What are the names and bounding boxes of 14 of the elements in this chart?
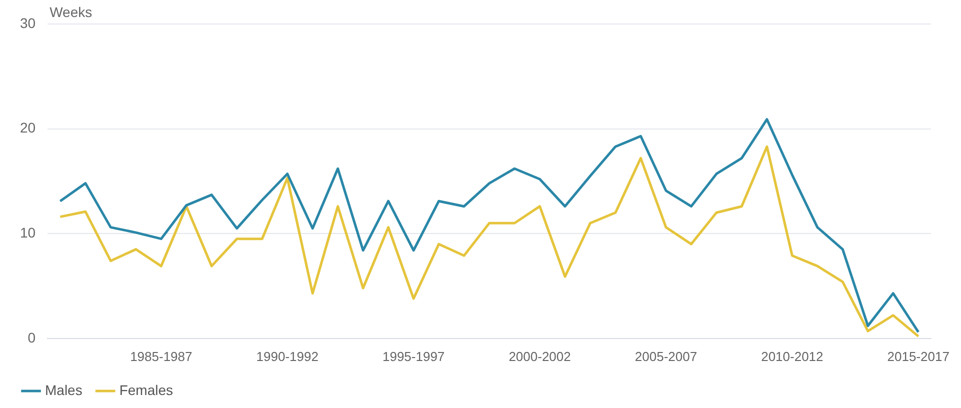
x-tick-label: 2015-2017 <box>887 348 950 364</box>
x-tick-label: 2010-2012 <box>761 348 824 364</box>
x-tick-label: 1985-1987 <box>130 348 192 364</box>
x-tick-label: 2005-2007 <box>634 348 698 364</box>
x-tick-label: 1990-1992 <box>256 348 318 364</box>
legend-label: Females <box>119 382 174 398</box>
y-tick-label: 20 <box>20 120 36 136</box>
y-tick-label: 0 <box>28 329 36 346</box>
legend-label: Males <box>45 382 82 398</box>
y-tick-label: 30 <box>20 14 36 31</box>
x-tick-label: 2000-2002 <box>508 348 571 364</box>
y-tick-label: 10 <box>20 224 36 240</box>
y-axis-title: Weeks <box>50 4 92 20</box>
x-tick-label: 1995-1997 <box>382 348 445 364</box>
